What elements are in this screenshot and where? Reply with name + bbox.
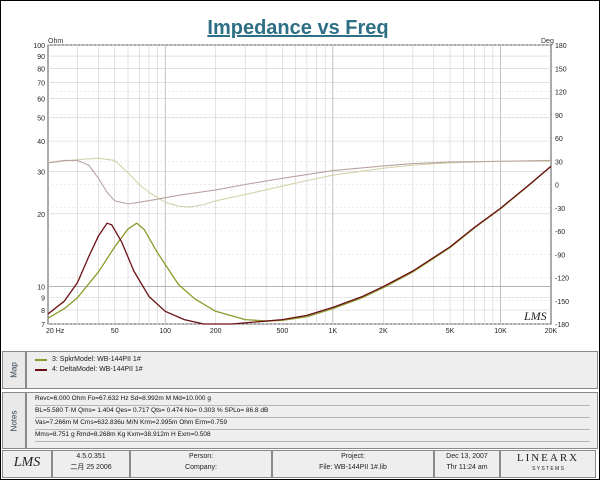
footer-project: Project: File: WB-144PII 1#.lib bbox=[272, 450, 434, 478]
footer-person: Person: Company: bbox=[130, 450, 272, 478]
x-tick-label: 2K bbox=[379, 328, 388, 335]
y-tick-label: 50 bbox=[37, 116, 45, 123]
y2-tick-label: 30 bbox=[555, 159, 563, 166]
y-tick-label: 90 bbox=[37, 54, 45, 61]
x-tick-label: 200 bbox=[210, 328, 222, 335]
legend-swatch bbox=[35, 368, 47, 371]
file-label: File: WB-144PII 1#.lib bbox=[319, 464, 387, 471]
footer-date: Dec 13, 2007 Thr 11:24 am bbox=[434, 450, 500, 478]
lms-watermark: LMS bbox=[523, 309, 547, 323]
y2-tick-label: -60 bbox=[555, 229, 565, 236]
note-line: Mms=8.751 g Rmd=8.268m Kg Kxm=38.912m H … bbox=[35, 429, 590, 442]
x-tick-label: 20 Hz bbox=[46, 328, 65, 335]
notes-tab-label: Notes bbox=[9, 410, 19, 431]
footer-version: 4.5.0.351 二月 25 2006 bbox=[52, 450, 130, 478]
y2-tick-label: -120 bbox=[555, 276, 569, 283]
left-axis-unit: Ohm bbox=[48, 38, 63, 45]
note-line: Revc=6.000 Ohm Fo=67.632 Hz Sd=8.992m M … bbox=[35, 393, 590, 406]
footer-logo: LMS bbox=[2, 450, 52, 478]
legend-label: 3: SpkrModel: WB-144PII 1# bbox=[52, 356, 141, 363]
right-axis-unit: Deg bbox=[541, 38, 554, 45]
version-date: 二月 25 2006 bbox=[70, 464, 112, 471]
y2-tick-label: 150 bbox=[555, 66, 567, 73]
y-tick-label: 60 bbox=[37, 97, 45, 104]
legend-item[interactable]: 4: DeltaModel: WB-144PII 1# bbox=[35, 366, 143, 373]
y2-tick-label: -150 bbox=[555, 299, 569, 306]
y2-tick-label: 90 bbox=[555, 113, 563, 120]
y2-tick-label: 0 bbox=[555, 183, 559, 190]
footer-logo-text: LMS bbox=[13, 455, 41, 470]
legend-label: 4: DeltaModel: WB-144PII 1# bbox=[52, 366, 143, 373]
legend-panel: 3: SpkrModel: WB-144PII 1# 4: DeltaModel… bbox=[26, 351, 598, 389]
y2-tick-label: -30 bbox=[555, 206, 565, 213]
y-tick-label: 20 bbox=[37, 212, 45, 219]
version-number: 4.5.0.351 bbox=[76, 453, 106, 460]
plot-area bbox=[47, 44, 552, 325]
footer-brand: LINEARX S Y S T E M S bbox=[500, 450, 596, 478]
y2-tick-label: -180 bbox=[555, 322, 569, 329]
y-tick-label: 70 bbox=[37, 80, 45, 87]
series-line-2 bbox=[47, 165, 552, 325]
y-tick-label: 7 bbox=[41, 322, 45, 329]
brand-sub: S Y S T E M S bbox=[532, 466, 564, 472]
y-tick-label: 80 bbox=[37, 66, 45, 73]
footer-time-text: Thr 11:24 am bbox=[446, 464, 488, 471]
legend-swatch bbox=[35, 358, 47, 361]
footer-date-text: Dec 13, 2007 bbox=[446, 453, 488, 460]
y2-tick-label: 120 bbox=[555, 90, 567, 97]
y-tick-label: 8 bbox=[41, 308, 45, 315]
x-tick-label: 20K bbox=[545, 328, 558, 335]
y2-tick-label: 180 bbox=[555, 43, 567, 50]
x-tick-label: 100 bbox=[159, 328, 171, 335]
x-tick-label: 1K bbox=[329, 328, 338, 335]
legend-item[interactable]: 3: SpkrModel: WB-144PII 1# bbox=[35, 356, 141, 363]
x-tick-label: 10K bbox=[494, 328, 507, 335]
company-label: Company: bbox=[185, 464, 217, 471]
chart-title: Impedance vs Freq bbox=[207, 17, 388, 39]
person-label: Person: bbox=[188, 453, 214, 460]
y-tick-label: 40 bbox=[37, 139, 45, 146]
series-line-4 bbox=[47, 159, 552, 205]
x-tick-label: 50 bbox=[111, 328, 119, 335]
note-line: BL=5.580 T·M Qms= 1.404 Qes= 0.717 Qts= … bbox=[35, 405, 590, 418]
y2-tick-label: -90 bbox=[555, 252, 565, 259]
x-tick-label: 5K bbox=[446, 328, 455, 335]
y2-tick-label: 60 bbox=[555, 136, 563, 143]
x-tick-label: 500 bbox=[277, 328, 289, 335]
notes-tab[interactable]: Notes bbox=[2, 392, 26, 449]
notes-panel: Revc=6.000 Ohm Fo=67.632 Hz Sd=8.992m M … bbox=[26, 392, 598, 449]
map-tab[interactable]: Map bbox=[2, 351, 26, 389]
note-line: Vas=7.266m M Cms=632.836u M/N Krm=2.995m… bbox=[35, 417, 590, 430]
y-tick-label: 10 bbox=[37, 285, 45, 292]
brand-name: LINEARX bbox=[516, 452, 580, 464]
series-line-3 bbox=[47, 157, 551, 208]
y-tick-label: 100 bbox=[33, 43, 45, 50]
y-tick-label: 30 bbox=[37, 169, 45, 176]
map-tab-label: Map bbox=[9, 362, 19, 378]
project-label: Project: bbox=[341, 453, 365, 460]
y-tick-label: 9 bbox=[41, 296, 45, 303]
